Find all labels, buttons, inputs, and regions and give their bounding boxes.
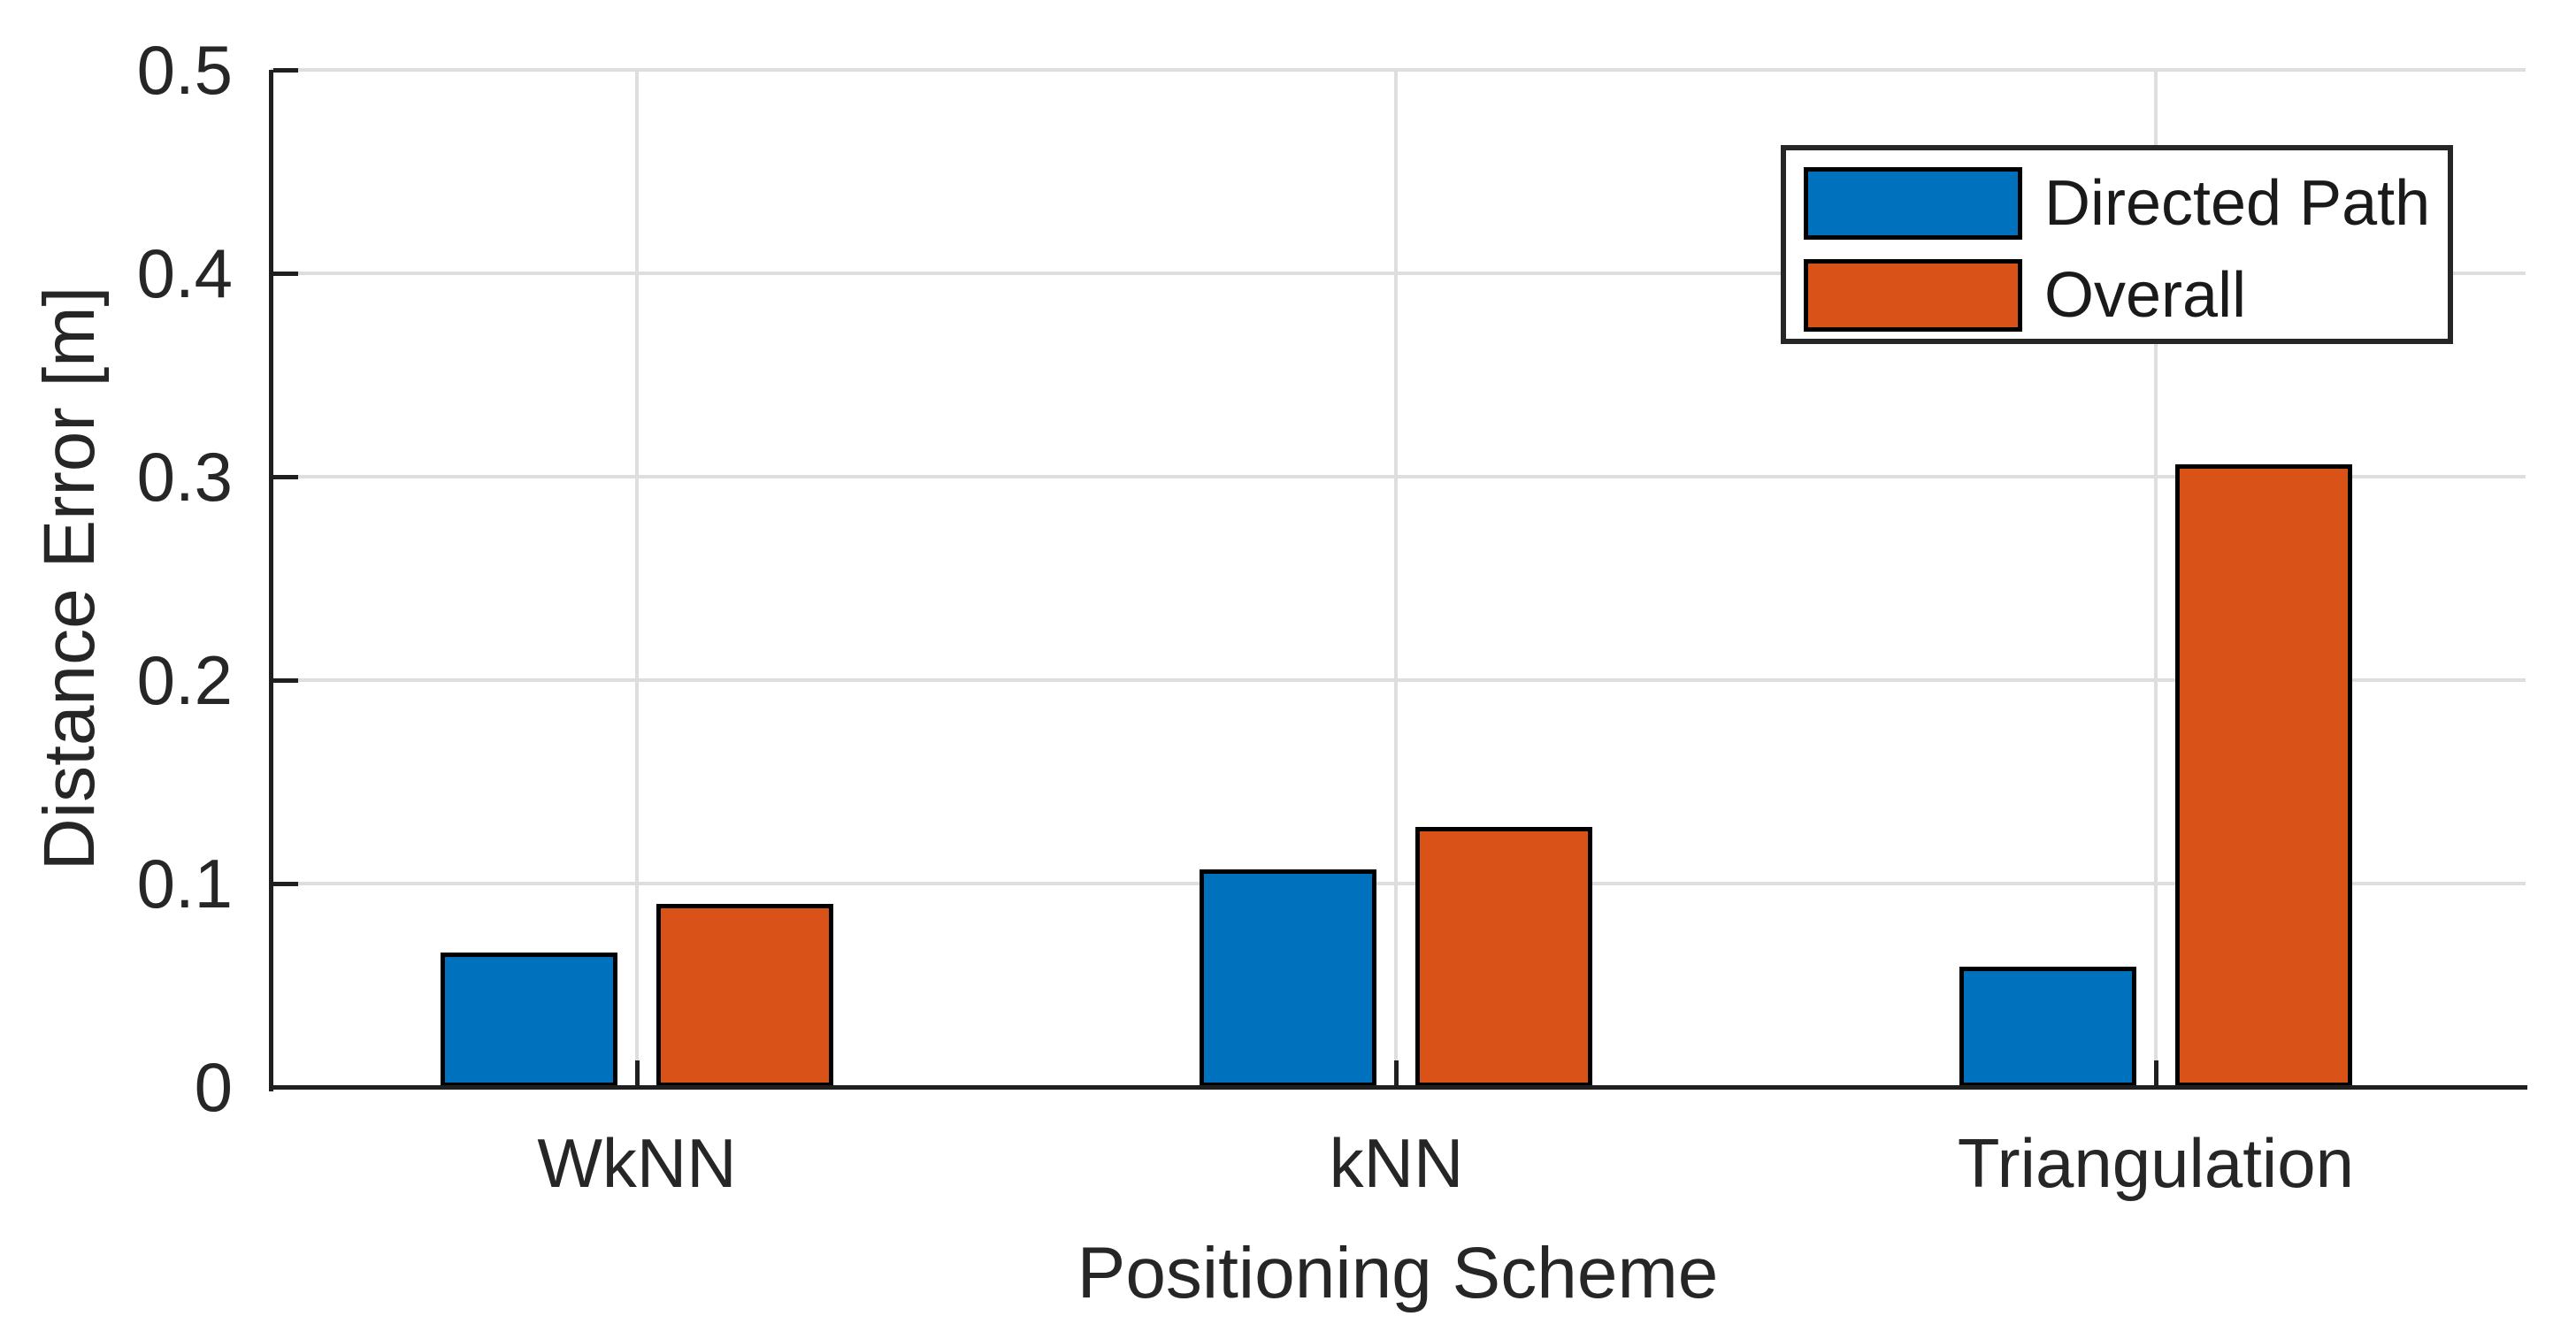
h-gridline	[271, 475, 2526, 478]
y-tick-mark	[273, 678, 298, 683]
y-tick-label: 0.4	[136, 234, 233, 312]
x-axis-line	[269, 1085, 2527, 1090]
h-gridline	[271, 68, 2526, 72]
bar-overall-knn	[1415, 827, 1592, 1087]
y-tick-mark	[273, 68, 298, 73]
x-tick-label-knn: kNN	[1329, 1124, 1464, 1202]
x-tick-mark	[634, 1060, 640, 1085]
legend-swatch-overall	[1804, 259, 2022, 332]
bar-directed-path-knn	[1200, 869, 1376, 1087]
y-tick-label: 0.5	[136, 31, 233, 109]
v-gridline	[2153, 70, 2158, 1087]
bar-directed-path-triangulation	[1959, 967, 2136, 1087]
y-tick-mark	[273, 475, 298, 479]
y-tick-mark	[273, 882, 298, 886]
x-tick-mark	[1394, 1060, 1399, 1085]
bar-overall-triangulation	[2175, 464, 2352, 1087]
bar-overall-wknn	[656, 904, 833, 1087]
y-tick-label: 0.3	[136, 438, 233, 516]
legend-label-overall: Overall	[2044, 260, 2247, 331]
x-tick-label-triangulation: Triangulation	[1957, 1124, 2354, 1202]
x-tick-label-wknn: WkNN	[537, 1124, 737, 1202]
y-tick-label: 0.1	[136, 845, 233, 922]
v-gridline	[634, 70, 639, 1087]
y-axis-label: Distance Error [m]	[29, 286, 110, 871]
legend: Directed Path Overall	[1781, 145, 2453, 344]
legend-swatch-directed-path	[1804, 167, 2022, 240]
h-gridline	[271, 272, 2526, 275]
h-gridline	[271, 678, 2526, 682]
v-gridline	[1394, 70, 1399, 1087]
legend-label-directed-path: Directed Path	[2044, 168, 2431, 239]
y-tick-label: 0.2	[136, 641, 233, 719]
bar-directed-path-wknn	[441, 953, 617, 1087]
y-tick-mark	[273, 272, 298, 276]
y-tick-label: 0	[194, 1048, 233, 1126]
y-axis-line	[269, 70, 273, 1091]
h-gridline	[271, 882, 2526, 885]
x-axis-label: Positioning Scheme	[1077, 1233, 1719, 1313]
x-tick-mark	[2153, 1060, 2158, 1085]
